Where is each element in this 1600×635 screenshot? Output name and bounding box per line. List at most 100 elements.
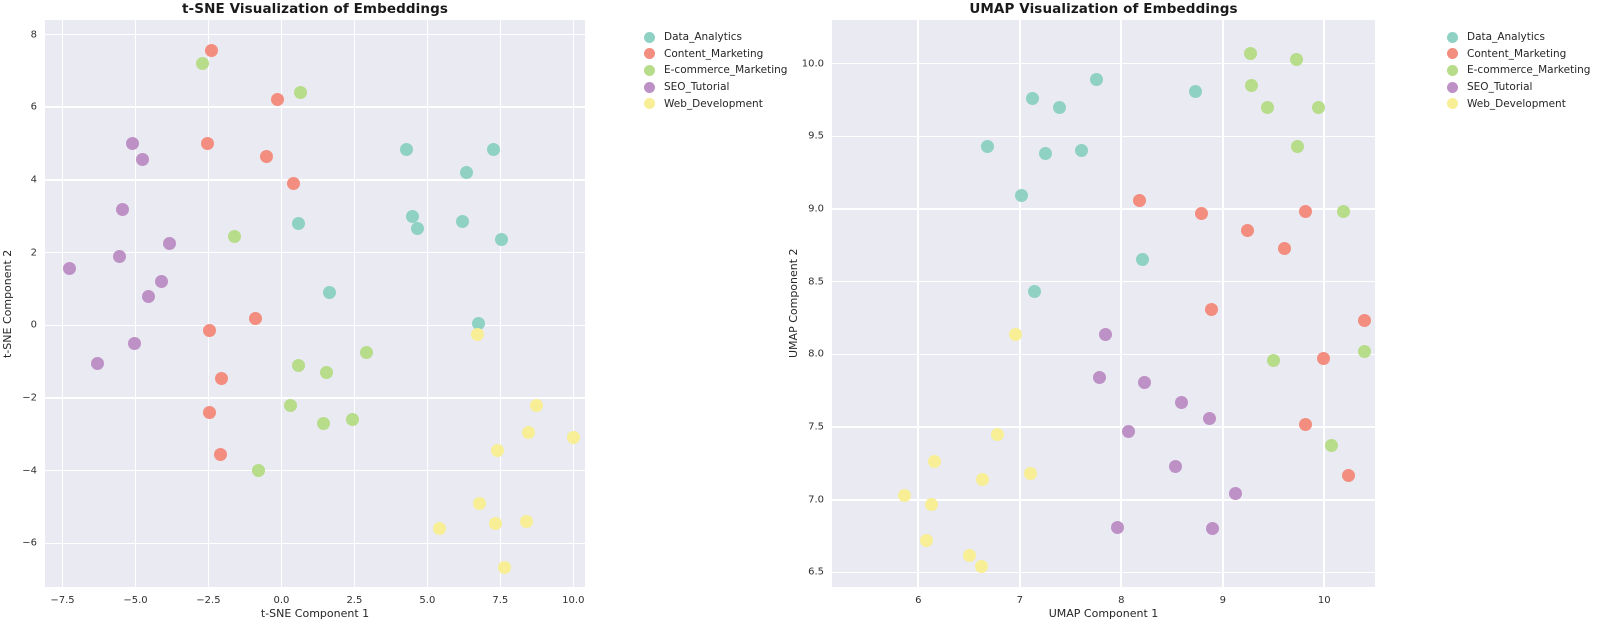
x-tick-label: 0.0: [273, 595, 290, 606]
scatter-point-web_development: [962, 548, 976, 562]
umap-x-axis-label: UMAP Component 1: [1048, 607, 1159, 620]
scatter-point-e-commerce_marketing: [346, 413, 360, 427]
umap-legend: Data_Analytics Content_Marketing E-commerc…: [1447, 31, 1590, 110]
scatter-point-content_marketing: [200, 137, 214, 151]
x-tick-label: −2.5: [196, 595, 221, 606]
gridline-vertical: [1221, 20, 1224, 587]
scatter-point-web_development: [975, 472, 989, 486]
scatter-point-data_analytics: [486, 142, 500, 156]
scatter-point-seo_tutorial: [1203, 411, 1217, 425]
legend-label: SEO_Tutorial: [1467, 81, 1533, 94]
scatter-point-e-commerce_marketing: [1243, 46, 1257, 60]
scatter-point-data_analytics: [292, 217, 306, 231]
scatter-point-data_analytics: [1188, 84, 1202, 98]
scatter-point-content_marketing: [215, 371, 229, 385]
scatter-point-data_analytics: [980, 139, 994, 153]
scatter-point-content_marketing: [213, 447, 227, 461]
gridline-vertical: [1323, 20, 1326, 587]
gridline-vertical: [134, 20, 137, 587]
y-tick-label: 9.0: [808, 203, 824, 215]
tsne-chart-title: t-SNE Visualization of Embeddings: [181, 1, 448, 17]
scatter-point-content_marketing: [1342, 468, 1356, 482]
scatter-point-content_marketing: [203, 406, 217, 420]
scatter-point-e-commerce_marketing: [196, 57, 210, 71]
scatter-point-content_marketing: [248, 311, 262, 325]
gridline-vertical: [917, 20, 920, 587]
legend-swatch-icon: [644, 81, 655, 93]
scatter-point-web_development: [974, 560, 988, 574]
gridline-vertical: [1018, 20, 1021, 587]
legend-label: E-commerce_Marketing: [664, 64, 788, 77]
gridline-horizontal: [832, 280, 1375, 283]
scatter-point-web_development: [928, 455, 941, 469]
scatter-point-data_analytics: [400, 142, 414, 156]
scatter-point-content_marketing: [1278, 241, 1292, 255]
legend-item: E-commerce_Marketing: [644, 64, 787, 77]
scatter-point-e-commerce_marketing: [359, 346, 373, 360]
scatter-point-data_analytics: [1090, 73, 1104, 87]
gridline-vertical: [280, 20, 283, 587]
gridline-horizontal: [832, 208, 1375, 210]
gridline-horizontal: [832, 571, 1375, 574]
scatter-point-e-commerce_marketing: [1244, 78, 1258, 92]
y-tick-label: −4: [22, 465, 37, 477]
scatter-point-content_marketing: [286, 177, 300, 191]
legend-swatch-icon: [1447, 98, 1458, 110]
scatter-point-e-commerce_marketing: [1358, 344, 1372, 358]
scatter-point-seo_tutorial: [127, 336, 141, 350]
scatter-point-e-commerce_marketing: [228, 229, 242, 243]
scatter-point-data_analytics: [410, 222, 424, 236]
legend-swatch-icon: [644, 48, 655, 60]
gridline-horizontal: [45, 179, 585, 181]
gridline-horizontal: [832, 498, 1375, 501]
umap-chart: UMAP Visualization of Embeddings UMAP Co…: [787, 0, 1600, 635]
y-tick-label: 2: [30, 247, 37, 259]
gridline-horizontal: [45, 324, 585, 327]
legend-item: SEO_Tutorial: [1447, 81, 1590, 94]
x-tick-label: 5.0: [419, 595, 436, 606]
legend-swatch-icon: [1447, 81, 1458, 93]
scatter-point-data_analytics: [1052, 100, 1066, 114]
scatter-point-seo_tutorial: [155, 275, 169, 289]
tsne-chart: t-SNE Visualization of Embeddings t-SNE …: [1, 1, 787, 620]
scatter-point-content_marketing: [1316, 352, 1330, 366]
x-tick-label: 8: [1118, 595, 1125, 606]
scatter-point-web_development: [566, 431, 580, 445]
gridline-horizontal: [832, 135, 1375, 138]
scatter-point-e-commerce_marketing: [1260, 100, 1274, 114]
scatter-point-e-commerce_marketing: [1337, 205, 1351, 219]
scatter-point-data_analytics: [455, 215, 469, 229]
scatter-point-e-commerce_marketing: [283, 398, 297, 412]
scatter-point-data_analytics: [1136, 253, 1150, 267]
scatter-point-e-commerce_marketing: [293, 86, 307, 100]
gridline-vertical: [353, 20, 356, 587]
x-tick-label: 7.5: [492, 595, 509, 606]
gridline-vertical: [572, 20, 575, 587]
scatter-point-e-commerce_marketing: [251, 464, 265, 478]
y-tick-label: 8.0: [808, 348, 824, 360]
gridline-vertical: [1120, 20, 1123, 587]
y-tick-label: −6: [22, 537, 37, 549]
legend-swatch-icon: [644, 64, 655, 76]
scatter-point-seo_tutorial: [1110, 520, 1124, 534]
legend-label: Content_Marketing: [1467, 47, 1567, 60]
scatter-point-seo_tutorial: [1206, 522, 1220, 536]
y-tick-label: 4: [30, 174, 37, 186]
scatter-point-seo_tutorial: [91, 356, 105, 370]
scatter-point-seo_tutorial: [1229, 487, 1243, 501]
legend-label: Content_Marketing: [664, 47, 764, 60]
scatter-point-web_development: [432, 522, 446, 536]
gridline-horizontal: [45, 251, 585, 254]
scatter-point-data_analytics: [495, 233, 509, 247]
scatter-point-e-commerce_marketing: [320, 366, 334, 380]
legend-swatch-icon: [1447, 48, 1458, 60]
gridline-horizontal: [45, 33, 585, 36]
x-tick-label: 9: [1219, 595, 1226, 606]
legend-item: Web_Development: [644, 97, 787, 110]
scatter-point-content_marketing: [1299, 205, 1313, 219]
scatter-point-seo_tutorial: [63, 262, 77, 276]
scatter-point-content_marketing: [1299, 417, 1313, 431]
gridline-horizontal: [45, 397, 585, 399]
scatter-point-data_analytics: [1026, 92, 1040, 105]
scatter-point-web_development: [924, 497, 938, 511]
